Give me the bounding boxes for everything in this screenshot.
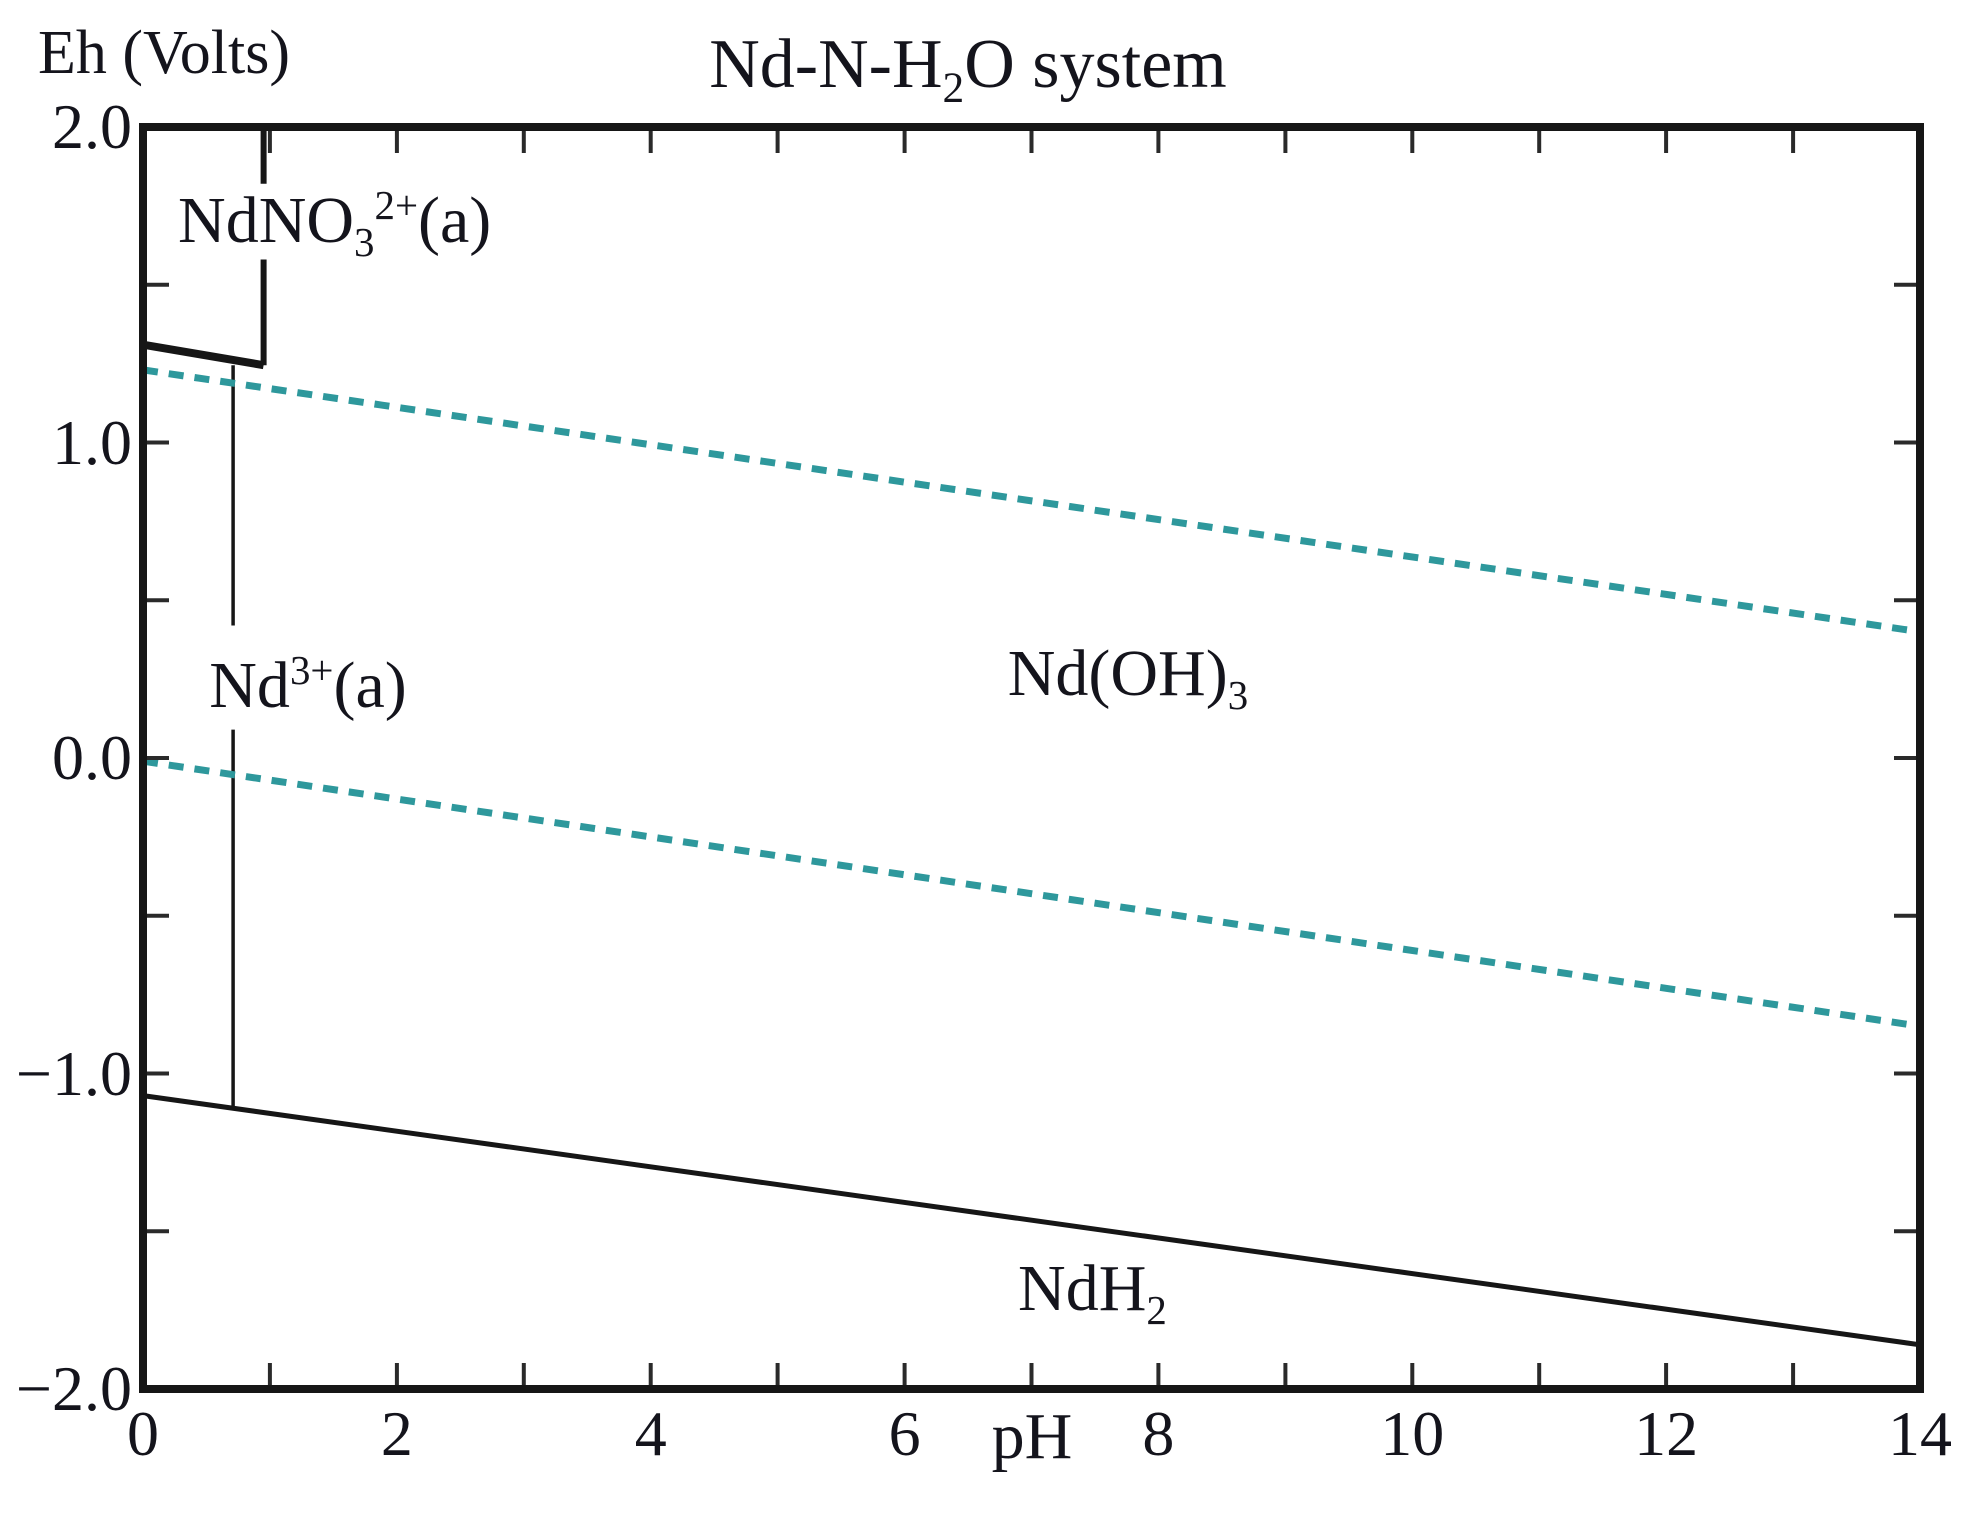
plot-border — [139, 123, 1924, 1393]
y-axis-title: Eh (Volts) — [38, 19, 291, 87]
x-tick-label: 2 — [380, 1398, 413, 1469]
phase-region-label: Nd3+(a) — [209, 648, 407, 723]
x-tick-label: 12 — [1634, 1398, 1699, 1469]
phase-boundary-line — [142, 1093, 1921, 1348]
water-stability-line — [142, 757, 1921, 1030]
x-axis-title: pH — [991, 1400, 1073, 1473]
y-tick-label: 2.0 — [52, 91, 132, 162]
phase-boundary-line — [142, 340, 265, 370]
chart-title: Nd-N-H2O system — [709, 26, 1227, 112]
phase-region-label: NdNO32+(a) — [178, 182, 492, 265]
phase-region-label: Nd(OH)3 — [1007, 637, 1249, 719]
x-tick-label: 6 — [888, 1398, 921, 1469]
x-tick-label: 0 — [127, 1398, 159, 1469]
x-tick-label: 10 — [1380, 1398, 1445, 1469]
y-tick-label: 1.0 — [52, 406, 132, 478]
x-tick-label: 14 — [1888, 1398, 1952, 1469]
x-tick-label: 4 — [634, 1398, 667, 1469]
y-tick-label: −2.0 — [15, 1353, 132, 1424]
y-tick-label: −1.0 — [15, 1037, 132, 1109]
x-tick-label: 8 — [1142, 1398, 1175, 1469]
y-tick-label: 0.0 — [52, 722, 132, 793]
phase-region-label: NdH2 — [1018, 1252, 1167, 1334]
water-stability-line — [142, 366, 1921, 636]
